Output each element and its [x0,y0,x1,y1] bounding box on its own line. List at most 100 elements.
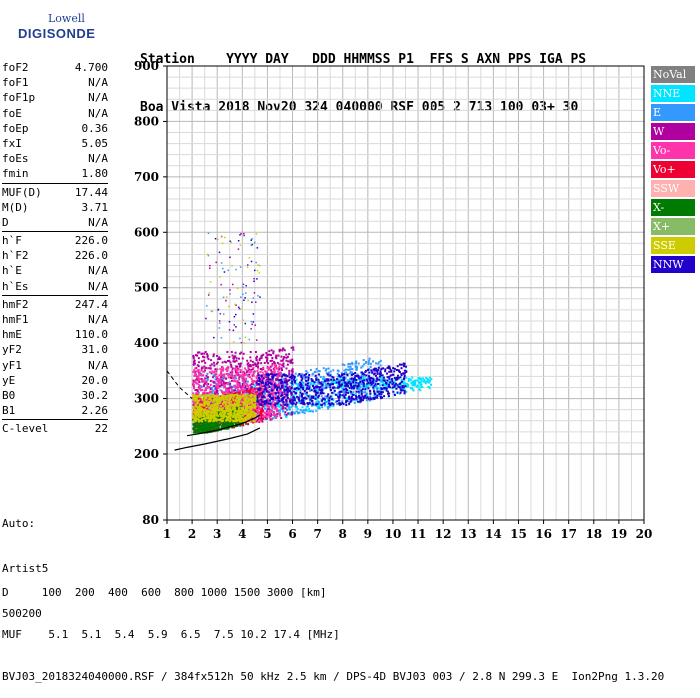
scatter-point-nnw [294,388,296,390]
scatter-point-w [210,368,212,370]
scatter-point-nnw [380,396,382,398]
scatter-point-nnw [270,383,272,385]
scatter-point-nnw [300,386,302,388]
scatter-point-nnw [327,395,329,397]
scatter-point-nnw [288,379,290,381]
scatter-point-w [260,355,262,357]
scatter-point-nnw [256,382,258,384]
scatter-point-e [235,377,237,379]
scatter-point-nnw [376,397,378,399]
scatter-point-vo [231,369,233,371]
scatter-point-nnw [355,379,357,381]
scatter-point-nnw [400,392,402,394]
scatter-point-nnw [373,373,375,375]
scatter-point-vo [252,388,254,390]
scatter-point-w [232,355,234,357]
scatter-point-nnw [316,403,318,405]
scatter-point-w [287,364,289,366]
scatter-point-w [272,352,274,354]
scatter-point-e [319,370,321,372]
scatter-point-e [229,381,231,383]
scatter-point-w [203,360,205,362]
scatter-point-vo [274,364,276,366]
scatter-point-e [354,402,356,404]
scatter-point-nne [418,381,420,383]
scatter-point-nnw [284,404,286,406]
scatter-point-nne [418,385,420,387]
scatter-point-nnw [319,386,321,388]
scatter-point-e [206,373,208,375]
scatter-point-w [210,380,212,382]
scatter-point-w [288,370,290,372]
scatter-point-w [240,351,242,353]
scatter-point-nnw [317,396,319,398]
scatter-point-e [316,381,318,383]
scatter-point-w [281,369,283,371]
scatter-point-e [351,368,353,370]
scatter-point-vo [233,368,235,370]
scatter-point-w [204,362,206,364]
scatter-point-nnw [346,384,348,386]
scatter-point-nne [429,387,431,389]
scatter-point-w [199,381,201,383]
scatter-point-e [323,376,325,378]
scatter-point-e [310,369,312,371]
scatter-point-vo [230,375,232,377]
scatter-point-nnw [355,385,357,387]
scatter-point-vo [268,406,270,408]
scatter-point-vo [238,383,240,385]
scatter-point-nnw [343,373,345,375]
scatter-point-nnw [267,381,269,383]
scatter-point-vo [252,367,254,369]
scatter-point-vo [241,389,243,391]
scatter-point-nnw [311,378,313,380]
scatter-point-e [291,385,293,387]
scatter-point-nnw [260,404,262,406]
scatter-point-nnw [376,395,378,397]
scatter-point-nne [419,386,421,388]
scatter-point-vo [196,382,198,384]
scatter-point-vo [227,374,229,376]
scatter-point-w [235,365,237,367]
scatter-point-nnw [307,403,309,405]
scatter-point-nnw [348,381,350,383]
scatter-point-e [318,401,320,403]
scatter-point-vo [216,368,218,370]
scatter-point-vo [220,380,222,382]
scatter-point-nnw [386,379,388,381]
scatter-point-e [328,368,330,370]
scatter-point-vo [271,418,273,420]
scatter-point-w [238,358,240,360]
scatter-point-nnw [261,375,263,377]
scatter-point-vo [256,420,258,422]
scatter-point-nnw [401,367,403,369]
scatter-point-nnw [279,388,281,390]
scatter-point-nnw [304,390,306,392]
scatter-point-nnw [329,387,331,389]
scatter-point-nnw [330,389,332,391]
scatter-point-nnw [373,385,375,387]
scatter-point-vo [259,420,261,422]
scatter-point-nnw [294,380,296,382]
scatter-point-vo [271,403,273,405]
scatter-point-vo [200,370,202,372]
scatter-point-nnw [287,391,289,393]
scatter-point-vo [242,387,244,389]
scatter-point-w [221,380,223,382]
scatter-point-vo [205,388,207,390]
scatter-point-nnw [353,378,355,380]
scatter-point-e [358,393,360,395]
scatter-point-vo [223,373,225,375]
scatter-point-nnw [363,383,365,385]
scatter-point-nnw [353,387,355,389]
scatter-point-w [216,363,218,365]
scatter-point-w [194,360,196,362]
scatter-point-w [256,359,258,361]
scatter-point-nnw [351,374,353,376]
scatter-point-nnw [267,391,269,393]
scatter-point-vo [257,368,259,370]
scatter-point-w [204,377,206,379]
scatter-point-nnw [296,387,298,389]
scatter-point-nnw [360,398,362,400]
scatter-point-vo [236,373,238,375]
